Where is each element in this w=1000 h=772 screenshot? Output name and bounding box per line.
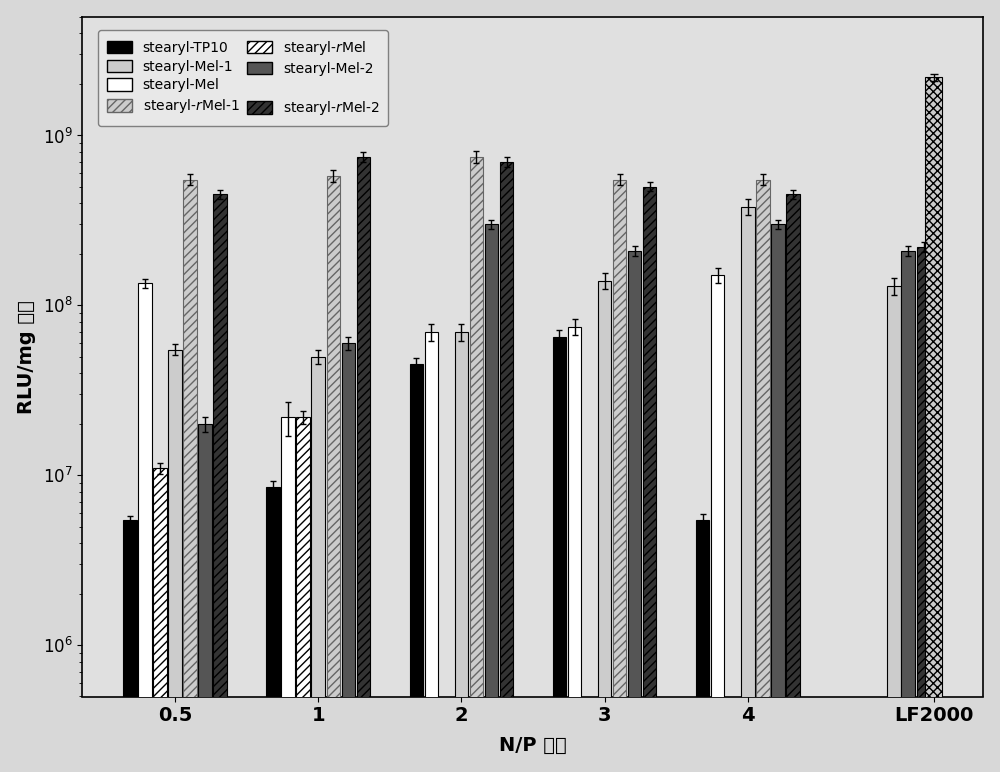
Y-axis label: RLU/mg 蛋白: RLU/mg 蛋白 [17, 300, 36, 414]
Bar [138, 283, 152, 772]
Bar [266, 487, 280, 772]
Bar [901, 251, 915, 772]
Bar [741, 207, 755, 772]
X-axis label: N/P 比率: N/P 比率 [499, 736, 567, 755]
Bar [500, 162, 513, 772]
Bar [357, 157, 370, 772]
Bar [311, 357, 325, 772]
Bar [455, 332, 468, 772]
Legend: stearyl-TP10, stearyl-Mel-1, stearyl-Mel, stearyl-$r$Mel-1, stearyl-$r$Mel, stea: stearyl-TP10, stearyl-Mel-1, stearyl-Mel… [98, 30, 388, 126]
Bar [183, 180, 197, 772]
Bar [470, 157, 483, 772]
Bar [198, 425, 212, 772]
Bar [213, 195, 227, 772]
Bar [123, 520, 137, 772]
Bar [327, 176, 340, 772]
Bar [568, 327, 581, 772]
Bar [425, 332, 438, 772]
Bar [342, 343, 355, 772]
Bar [281, 417, 295, 772]
Bar [786, 195, 800, 772]
Bar [887, 286, 901, 772]
Bar [296, 417, 310, 772]
Bar [925, 77, 942, 772]
Bar [696, 520, 709, 772]
Bar [628, 251, 641, 772]
Bar [771, 225, 785, 772]
Bar [613, 180, 626, 772]
Bar [168, 350, 182, 772]
Bar [153, 469, 167, 772]
Bar [643, 187, 656, 772]
Bar [598, 280, 611, 772]
Bar [711, 276, 724, 772]
Bar [410, 364, 423, 772]
Bar [553, 337, 566, 772]
Bar [756, 180, 770, 772]
Bar [485, 225, 498, 772]
Bar [917, 247, 931, 772]
